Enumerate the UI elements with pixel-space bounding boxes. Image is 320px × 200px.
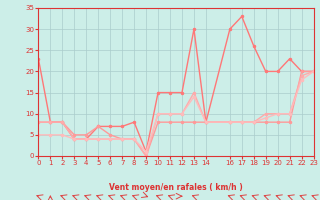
X-axis label: Vent moyen/en rafales ( km/h ): Vent moyen/en rafales ( km/h ) bbox=[109, 183, 243, 192]
